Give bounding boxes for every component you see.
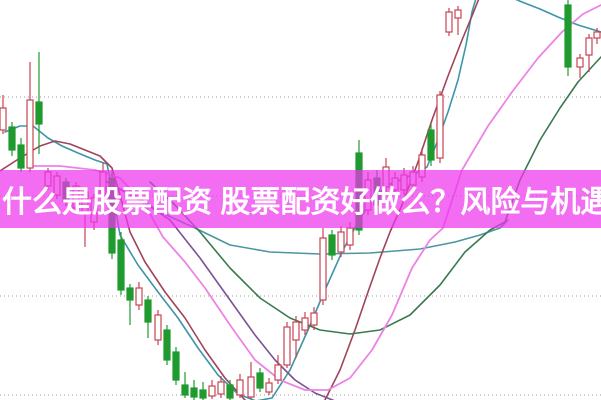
candle-down [328,234,336,256]
candle-up [585,37,593,56]
candle-down [564,4,572,68]
candle-up [135,287,143,306]
candle-down [8,126,16,151]
candle-up [265,382,273,393]
ma-darkgreen [149,56,601,335]
candle-down [117,239,125,291]
candle-down [190,387,198,398]
ma-teal-toparc [515,0,601,33]
candle-up [283,326,291,366]
candle-down [172,351,180,381]
candle-up [247,376,255,398]
candle-up [337,231,345,253]
candle-down [144,299,152,323]
candle-down [181,384,189,396]
candle-up [292,321,300,341]
candle-up [346,227,354,246]
candle-down [163,329,171,361]
candle-up [319,237,327,301]
candle-up [436,94,444,159]
candle-up [0,107,7,131]
candle-down [17,144,25,169]
candle-down [199,389,207,399]
candle-up [310,312,318,326]
candle-up [445,11,453,33]
candle-up [576,57,584,68]
candle-up [236,379,244,396]
headline-text: 什么是股票配资 股票配资好做么？风险与机遇并存！ [2,186,601,219]
headline-banner: 什么是股票配资 股票配资好做么？风险与机遇并存！ [0,170,601,228]
candle-up [217,381,225,395]
candle-down [427,129,435,161]
candle-up [593,31,601,39]
candle-up [26,99,34,169]
candle-down [256,372,264,389]
candle-down [126,287,134,301]
candle-up [454,9,462,19]
ma-maroon [0,0,480,400]
candle-up [274,364,282,381]
candle-down [35,101,43,125]
candle-down [226,384,234,399]
candle-up [208,385,216,397]
candle-up [154,314,162,341]
candle-up [301,317,309,331]
